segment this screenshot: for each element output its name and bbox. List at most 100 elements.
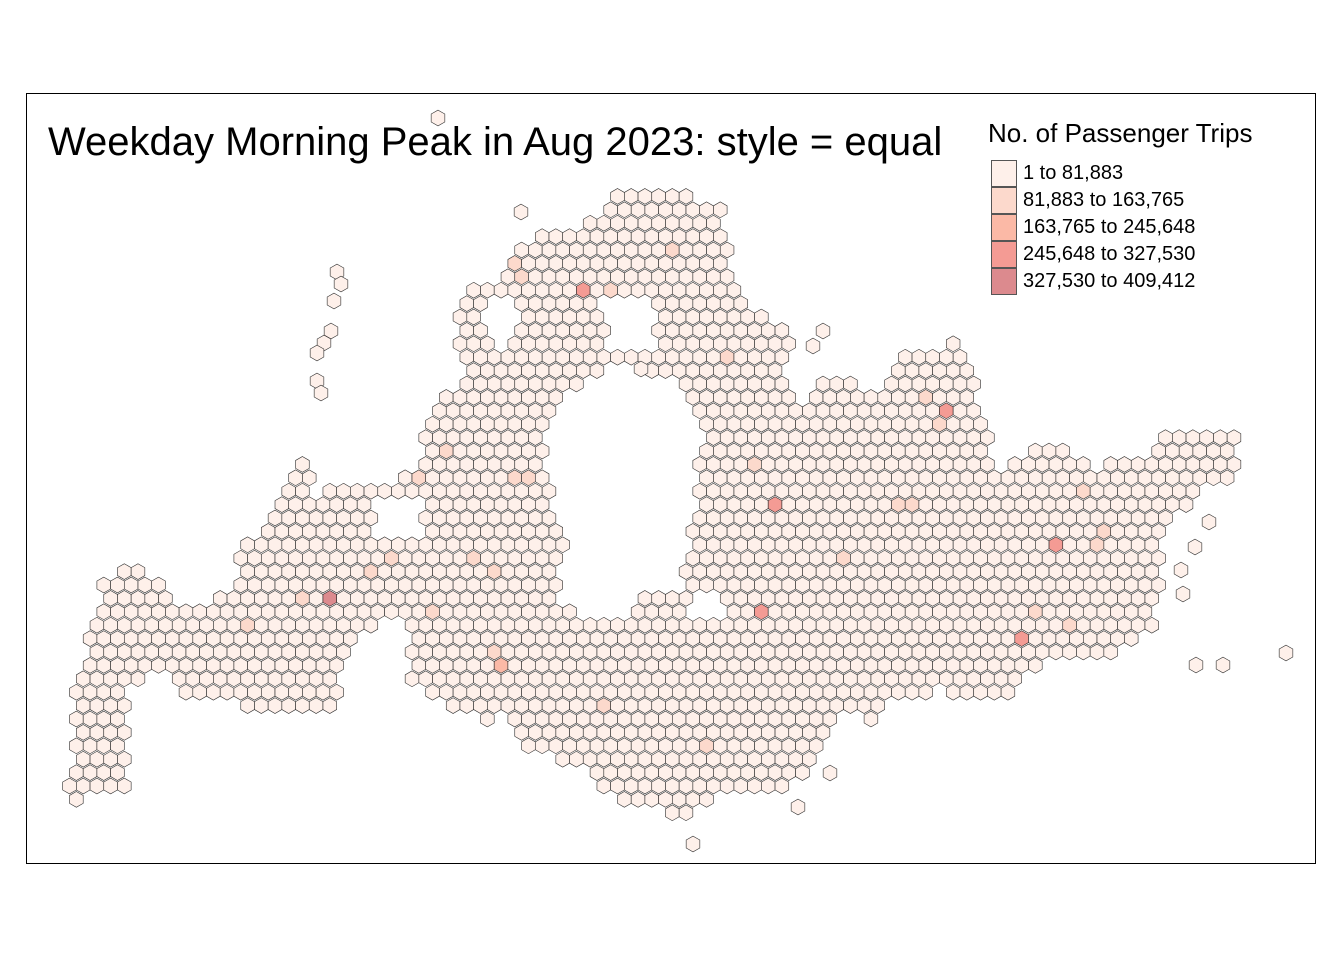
- hex-cell: [493, 496, 509, 513]
- hex-cell: [630, 683, 646, 701]
- hex-cell: [863, 415, 879, 433]
- hex-cell: [103, 697, 118, 714]
- hex-cell: [103, 590, 118, 607]
- hex-cell: [973, 657, 988, 674]
- hex-cell: [843, 509, 858, 527]
- hex-cell: [247, 603, 262, 621]
- hex-cell: [110, 630, 125, 647]
- hex-cell: [822, 549, 837, 567]
- hex-cell: [630, 737, 646, 755]
- hex-cell: [1021, 590, 1036, 607]
- hex-cell: [829, 643, 844, 661]
- hex-cell: [802, 402, 817, 420]
- hex-cell: [1028, 469, 1043, 487]
- hex-cell: [541, 322, 557, 339]
- hex-cell: [562, 228, 577, 245]
- hex-cell: [651, 750, 666, 768]
- hex-cell: [562, 362, 577, 379]
- hex-cell: [1028, 523, 1043, 540]
- hex-cell: [1130, 563, 1146, 580]
- hex-cell: [178, 657, 194, 674]
- hex-cell: [493, 281, 509, 299]
- hex-cell: [898, 509, 913, 527]
- hex-cell: [548, 523, 563, 540]
- hex-cell: [521, 523, 536, 540]
- hex-cell: [1165, 469, 1180, 487]
- hex-cell: [117, 670, 132, 688]
- hex-cell: [713, 683, 728, 701]
- hex-cell: [192, 657, 207, 674]
- hex-cell: [1130, 590, 1146, 607]
- hex-cell: [548, 281, 563, 299]
- hex-cell: [1192, 442, 1207, 460]
- hex-cell: [1083, 549, 1098, 567]
- hex-cell: [856, 697, 872, 714]
- hex-cell: [178, 630, 194, 647]
- hex-cell: [69, 710, 84, 728]
- hex-cell: [863, 442, 879, 460]
- hex-cell: [288, 523, 303, 540]
- hex-cell: [1083, 469, 1098, 487]
- hex-cell: [562, 737, 577, 755]
- hex-cell: [719, 777, 735, 795]
- hex-cell: [439, 603, 454, 621]
- hex-cell: [1007, 670, 1022, 688]
- hex-cell: [932, 496, 947, 513]
- hex-cell: [918, 603, 933, 621]
- hex-cell: [1041, 549, 1057, 567]
- hex-cell: [911, 348, 927, 366]
- hex-cell: [582, 214, 598, 232]
- hex-cell: [747, 777, 762, 795]
- hex-cell: [898, 402, 913, 420]
- hex-cell: [1007, 536, 1022, 554]
- hex-cell: [946, 657, 961, 674]
- hex-cell: [678, 804, 694, 822]
- hex-cell: [795, 603, 810, 621]
- hex-cell: [322, 616, 337, 634]
- hex-cell: [439, 496, 454, 513]
- hex-cell: [473, 536, 488, 554]
- hex-cell: [719, 268, 735, 286]
- hex-cell: [856, 429, 872, 446]
- hex-cell: [213, 643, 228, 661]
- hex-cell: [569, 241, 584, 259]
- hex-cell: [555, 322, 570, 339]
- hex-cell: [493, 469, 509, 487]
- hex-cell: [281, 670, 296, 688]
- hex-cell: [487, 375, 502, 393]
- hex-cell: [507, 657, 522, 674]
- hex-cell: [1000, 576, 1016, 594]
- hex-cell: [1117, 456, 1132, 473]
- hex-cell: [329, 603, 344, 621]
- hex-cell: [973, 576, 988, 594]
- hex-cell: [452, 523, 468, 540]
- hex-cell: [740, 603, 755, 621]
- hex-cell: [521, 255, 536, 272]
- hex-cell: [1151, 469, 1166, 487]
- hex-cell: [911, 482, 927, 500]
- hex-cell: [980, 429, 995, 446]
- hex-cell: [1103, 643, 1118, 661]
- hex-cell: [404, 563, 420, 580]
- hex-cell: [1076, 536, 1091, 554]
- hex-cell: [535, 255, 550, 272]
- hex-cell: [836, 683, 851, 701]
- hex-cell: [267, 590, 283, 607]
- hex-cell: [425, 657, 440, 674]
- hex-cell: [767, 657, 783, 674]
- hex-cell: [521, 710, 536, 728]
- hex-cell: [692, 241, 707, 259]
- hex-cell: [480, 683, 495, 701]
- hex-cell: [514, 590, 529, 607]
- hex-cell: [610, 697, 625, 714]
- legend-label: 1 to 81,883: [1023, 162, 1124, 184]
- hex-cell: [1172, 429, 1187, 446]
- hex-cell: [870, 563, 885, 580]
- hex-cell: [233, 603, 248, 621]
- hex-cell: [267, 563, 283, 580]
- hex-cell: [630, 657, 646, 674]
- hex-cell: [672, 281, 687, 299]
- hex-cell: [911, 375, 927, 393]
- hex-cell: [82, 764, 98, 781]
- hex-cell: [596, 750, 611, 768]
